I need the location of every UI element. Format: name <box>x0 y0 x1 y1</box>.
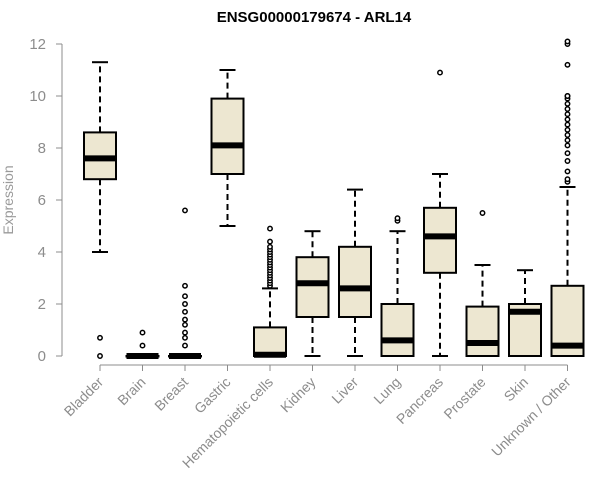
x-tick-label: Brain <box>114 374 148 408</box>
outlier-point <box>182 207 188 214</box>
box-group <box>550 38 585 357</box>
box-group <box>465 210 500 358</box>
outlier-point <box>564 176 571 183</box>
outlier-point <box>564 93 571 99</box>
boxes <box>83 38 585 359</box>
iqr-box <box>465 305 500 358</box>
box-group <box>210 69 245 227</box>
outlier-point <box>394 215 401 222</box>
y-tick-label: 6 <box>38 192 46 209</box>
outlier-point <box>182 321 188 328</box>
outlier-point <box>564 150 571 157</box>
iqr-box <box>210 97 245 175</box>
x-tick-label: Bladder <box>61 374 107 420</box>
chart-title: ENSG00000179674 - ARL14 <box>217 9 412 26</box>
box-group <box>295 230 330 357</box>
outlier-point <box>139 342 146 349</box>
outlier-point <box>182 334 188 341</box>
outlier-point <box>139 329 146 336</box>
y-tick-label: 10 <box>29 88 46 105</box>
outlier-point <box>564 111 571 118</box>
outlier-point <box>564 158 571 164</box>
outlier-point <box>182 293 188 300</box>
outlier-point <box>182 282 188 289</box>
box-group <box>168 207 202 359</box>
x-tick-label: Lung <box>370 374 403 407</box>
outlier-point <box>564 126 571 133</box>
outlier-point <box>97 334 103 341</box>
box-group <box>508 269 542 357</box>
box-group <box>338 188 372 357</box>
x-tick-label: Liver <box>328 374 361 407</box>
outlier-point <box>564 142 571 149</box>
outlier-point <box>564 137 571 144</box>
x-tick-label: Prostate <box>440 374 488 422</box>
outlier-point <box>182 316 188 323</box>
y-tick-label: 0 <box>38 348 46 365</box>
box-group <box>423 69 457 357</box>
x-tick-label: Pancreas <box>393 374 446 427</box>
outlier-point <box>437 69 443 76</box>
outlier-point <box>564 106 571 112</box>
outlier-point <box>182 329 188 336</box>
iqr-box <box>295 256 330 319</box>
outlier-point <box>182 342 188 349</box>
y-tick-label: 8 <box>38 140 46 157</box>
y-tick-label: 2 <box>38 296 46 313</box>
outlier-point <box>182 308 188 315</box>
outlier-point <box>564 116 571 123</box>
x-tick-label: Kidney <box>277 374 319 416</box>
x-tick-label: Skin <box>501 374 532 405</box>
iqr-box <box>423 206 457 274</box>
outlier-point <box>267 238 273 245</box>
outlier-point <box>97 353 103 359</box>
outlier-point <box>564 100 571 107</box>
iqr-box <box>380 303 415 357</box>
box-group <box>253 225 287 358</box>
y-axis-label: Expression <box>0 165 16 234</box>
outlier-point <box>267 243 273 250</box>
outlier-point <box>564 38 571 45</box>
outlier-point <box>564 121 571 128</box>
outlier-point <box>564 168 571 175</box>
outlier-point <box>564 132 571 138</box>
outlier-point <box>182 301 188 307</box>
y-tick-label: 4 <box>38 244 46 261</box>
iqr-box <box>338 245 372 318</box>
x-tick-label: Unknown / Other <box>488 374 574 460</box>
y-axis: 0 2 4 6 8 10 12 <box>29 36 63 365</box>
x-tick-label: Breast <box>151 374 191 414</box>
outlier-point <box>267 225 273 232</box>
outlier-point <box>479 210 486 216</box>
box-group <box>380 215 415 357</box>
outlier-point <box>564 61 571 68</box>
box-group <box>83 61 117 359</box>
y-tick-label: 12 <box>29 36 46 53</box>
box-group <box>125 329 160 359</box>
